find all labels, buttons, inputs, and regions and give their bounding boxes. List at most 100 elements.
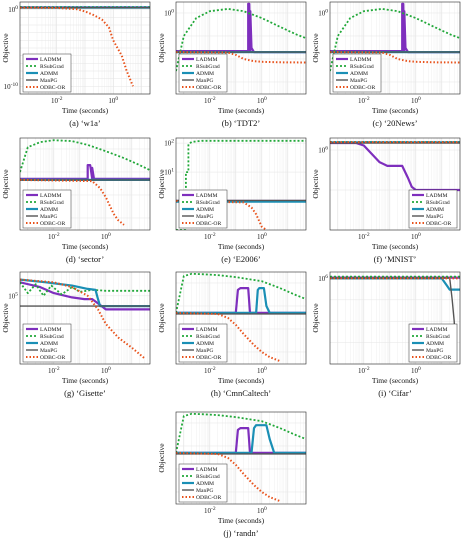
panel-caption: (e) ‘E2006’ — [221, 254, 261, 264]
series-line-admm — [176, 424, 306, 454]
legend-label: RSubGrad — [40, 64, 64, 70]
panel-caption: (j) ‘randn’ — [223, 528, 258, 538]
y-tick-label: 100 — [318, 8, 328, 17]
legend-label: ODBC-OR — [40, 221, 65, 227]
panel-caption: (g) ‘Gisette’ — [64, 388, 106, 398]
x-tick-label: 100 — [257, 96, 267, 105]
legend-label: ManPG — [350, 78, 367, 84]
series-line-admm — [176, 287, 306, 314]
y-tick-label: 100 — [164, 8, 174, 17]
x-tick-label: 100 — [257, 506, 267, 515]
legend-label: ManPG — [40, 214, 57, 220]
legend-label: ManPG — [426, 348, 443, 354]
axes-frame — [175, 1, 307, 95]
legend-label: LADMM — [40, 327, 61, 333]
y-tick-label: 102 — [164, 139, 174, 148]
x-axis-label: Time (seconds) — [372, 106, 419, 115]
series-group — [20, 6, 150, 87]
x-tick-label: 10-2 — [358, 366, 370, 375]
legend-label: RSubGrad — [350, 64, 374, 70]
y-axis-label: Objective — [311, 303, 320, 333]
x-tick-label: 10-2 — [204, 506, 216, 515]
series-line-ladmm — [20, 164, 150, 180]
legend-label: ODBC-OR — [40, 355, 65, 361]
axes-frame — [175, 137, 307, 231]
series-line-rsubgrad — [176, 272, 306, 314]
x-tick-label: 100 — [411, 366, 421, 375]
panel-caption: (a) ‘w1a’ — [69, 118, 101, 128]
x-tick-label: 100 — [101, 366, 111, 375]
x-tick-label: 10-2 — [48, 366, 60, 375]
y-tick-label: 105 — [8, 291, 18, 300]
y-axis-label: Objective — [157, 443, 166, 473]
x-axis-label: Time (seconds) — [218, 242, 265, 251]
legend-label: LADMM — [196, 193, 217, 199]
y-axis-label: Objective — [1, 303, 10, 333]
y-axis-label: Objective — [311, 169, 320, 199]
legend-label: ManPG — [196, 214, 213, 220]
axes-frame — [329, 1, 461, 95]
legend-label: RSubGrad — [40, 334, 64, 340]
y-axis-label: Objective — [1, 33, 10, 63]
x-tick-label: 10-2 — [204, 366, 216, 375]
legend-label: ADMM — [426, 207, 444, 213]
legend-label: ODBC-OR — [40, 85, 65, 91]
x-tick-label: 10-2 — [48, 232, 60, 241]
panel-caption: (b) ‘TDT2’ — [222, 118, 261, 128]
series-line-odbc-or — [330, 51, 460, 64]
legend-label: LADMM — [196, 57, 217, 63]
x-axis-label: Time (seconds) — [218, 106, 265, 115]
legend-label: LADMM — [196, 327, 217, 333]
x-tick-label: 100 — [101, 232, 111, 241]
y-tick-label: 106 — [318, 146, 328, 155]
x-axis-label: Time (seconds) — [62, 376, 109, 385]
x-axis-label: Time (seconds) — [218, 516, 265, 525]
x-tick-label: 100 — [108, 96, 118, 105]
y-tick-label: 101 — [164, 168, 174, 177]
series-line-admm — [20, 278, 150, 308]
axes-frame — [19, 1, 151, 95]
y-axis-label: Objective — [157, 33, 166, 63]
legend-label: LADMM — [40, 57, 61, 63]
legend-label: ODBC-OR — [196, 495, 221, 501]
x-tick-label: 100 — [257, 232, 267, 241]
legend-label: RSubGrad — [196, 334, 220, 340]
panel-caption: (h) ‘CmnCaltech’ — [211, 388, 271, 398]
legend-label: ManPG — [196, 488, 213, 494]
legend-label: ODBC-OR — [196, 355, 221, 361]
legend-label: RSubGrad — [196, 474, 220, 480]
axes-frame — [329, 271, 461, 365]
y-tick-label: 100 — [8, 5, 18, 14]
legend-label: LADMM — [426, 193, 447, 199]
legend-label: ADMM — [196, 207, 214, 213]
series-line-rsubgrad — [176, 412, 306, 454]
y-tick-label: 10-10 — [4, 82, 19, 91]
panel-caption: (f) ‘MNIST’ — [374, 254, 417, 264]
x-axis-label: Time (seconds) — [62, 242, 109, 251]
legend-label: ManPG — [426, 214, 443, 220]
legend-label: ManPG — [40, 78, 57, 84]
panel-MNIST: 10-2 100 106 Time (seconds) Objective LADMMRS… — [311, 137, 461, 264]
x-tick-label: 10-2 — [204, 232, 216, 241]
y-tick-label: 106 — [318, 274, 328, 283]
x-tick-label: 100 — [257, 366, 267, 375]
panel-caption: (i) ‘Cifar’ — [378, 388, 412, 398]
series-group — [176, 272, 306, 363]
series-group — [176, 412, 306, 503]
series-line-odbc-or — [20, 178, 125, 226]
x-tick-label: 10-2 — [204, 96, 216, 105]
legend-label: ADMM — [40, 207, 58, 213]
legend-label: RSubGrad — [426, 334, 450, 340]
legend-label: ADMM — [40, 341, 58, 347]
